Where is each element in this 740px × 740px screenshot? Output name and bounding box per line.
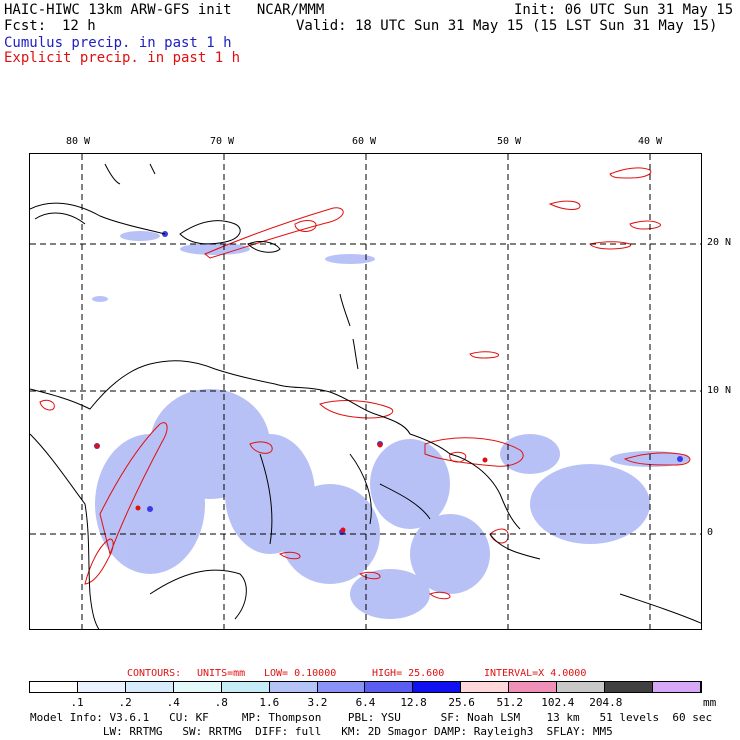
colorbar-tick-label: .4 xyxy=(166,696,180,709)
colorbar-swatch xyxy=(30,682,78,692)
colorbar-tick-label: 1.6 xyxy=(259,696,280,709)
map-canvas xyxy=(30,154,701,629)
colorbar-swatch xyxy=(173,682,222,692)
colorbar-swatch xyxy=(461,682,510,692)
model-title: HAIC-HIWC 13km ARW-GFS init NCAR/MMM xyxy=(4,2,325,18)
explicit-precip-cores xyxy=(94,442,488,533)
contours-interval: INTERVAL=X 4.0000 xyxy=(484,668,587,679)
colorbar xyxy=(29,681,702,693)
model-info-line2: LW: RRTMG SW: RRTMG DIFF: full KM: 2D Sm… xyxy=(30,725,613,738)
colorbar-swatch xyxy=(509,682,558,692)
coastlines xyxy=(30,163,701,629)
colorbar-tick-label: 25.6 xyxy=(448,696,475,709)
colorbar-swatch xyxy=(652,682,701,692)
colorbar-tick-label: 204.8 xyxy=(589,696,623,709)
valid-time: Valid: 18 UTC Sun 31 May 15 (15 LST Sun … xyxy=(296,18,718,34)
colorbar-unit: mm xyxy=(703,696,717,709)
lon-label-70w: 70 W xyxy=(210,136,235,147)
contours-label: CONTOURS: xyxy=(127,668,182,679)
model-info-line1: Model Info: V3.6.1 CU: KF MP: Thompson P… xyxy=(30,711,713,724)
colorbar-tick-label: 6.4 xyxy=(355,696,376,709)
forecast-label: Fcst: xyxy=(4,18,47,34)
colorbar-swatch xyxy=(269,682,318,692)
colorbar-tick-label: 3.2 xyxy=(307,696,328,709)
colorbar-tick-label: 12.8 xyxy=(400,696,427,709)
colorbar-tick-label: .2 xyxy=(118,696,132,709)
colorbar-swatch xyxy=(125,682,174,692)
precip-map xyxy=(29,153,702,630)
init-time: Init: 06 UTC Sun 31 May 15 xyxy=(514,2,734,18)
colorbar-swatch xyxy=(605,682,653,692)
cumulus-field-label: Cumulus precip. in past 1 h xyxy=(4,35,232,51)
colorbar-swatch xyxy=(413,682,462,692)
contours-low: LOW= 0.10000 xyxy=(264,668,337,679)
contours-units: UNITS=mm xyxy=(197,668,246,679)
contours-high: HIGH= 25.600 xyxy=(372,668,445,679)
map-gridlines xyxy=(30,154,701,629)
colorbar-tick-label: .1 xyxy=(70,696,84,709)
colorbar-tick-label: 102.4 xyxy=(541,696,575,709)
colorbar-tick-label: .8 xyxy=(214,696,228,709)
colorbar-swatch xyxy=(317,682,366,692)
lat-label-20n: 20 N xyxy=(707,237,732,248)
lat-label-10n: 10 N xyxy=(707,385,732,396)
colorbar-swatch xyxy=(221,682,270,692)
lon-label-40w: 40 W xyxy=(638,136,663,147)
cumulus-precip-shading xyxy=(92,231,690,619)
forecast-hour: 12 h xyxy=(62,18,96,34)
colorbar-tick-label: 51.2 xyxy=(496,696,523,709)
colorbar-swatch xyxy=(557,682,606,692)
lon-label-80w: 80 W xyxy=(66,136,91,147)
colorbar-swatch xyxy=(365,682,414,692)
explicit-precip-contours xyxy=(39,167,691,600)
lat-label-0: 0 xyxy=(707,527,714,538)
lon-label-60w: 60 W xyxy=(352,136,377,147)
colorbar-swatch xyxy=(77,682,126,692)
lon-label-50w: 50 W xyxy=(497,136,522,147)
explicit-field-label: Explicit precip. in past 1 h xyxy=(4,50,241,66)
